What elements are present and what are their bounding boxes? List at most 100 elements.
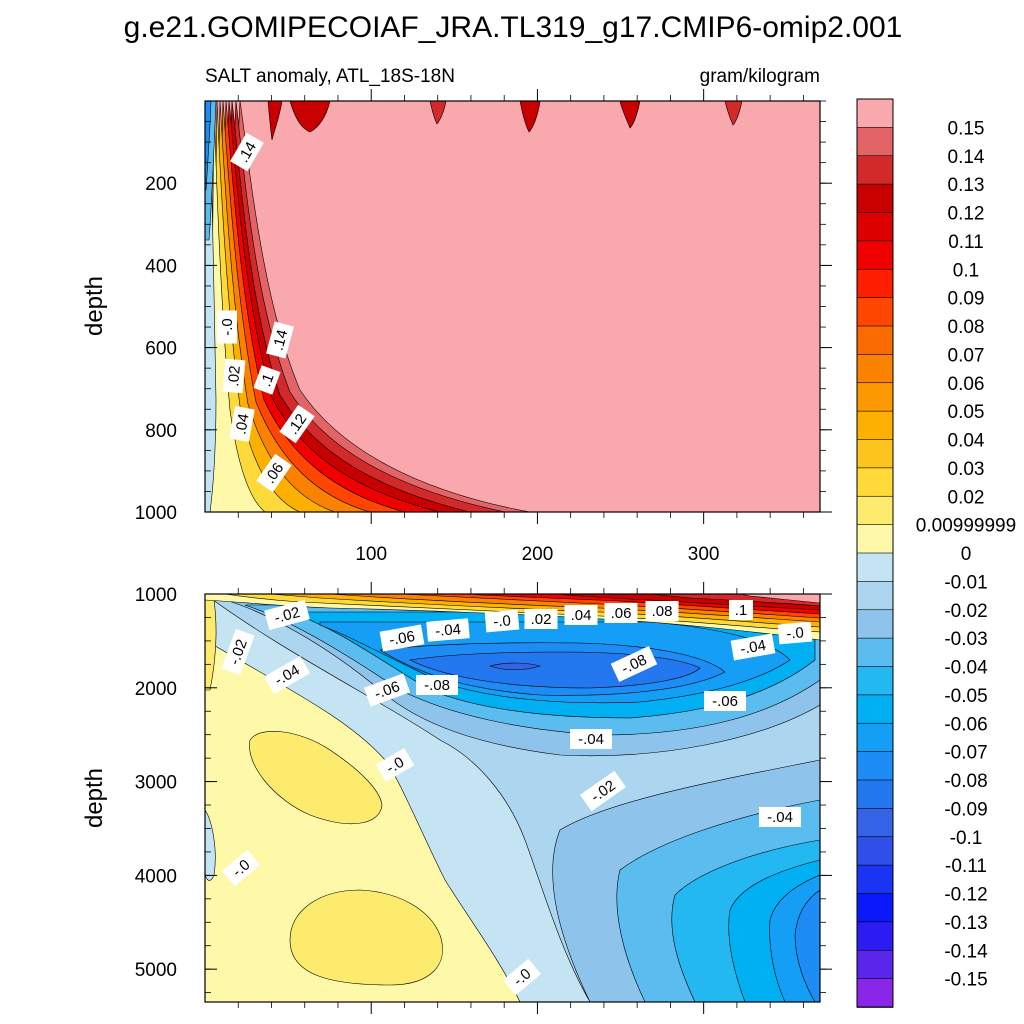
colorbar: 0.15 0.14 0.13 0.12 0.11 0.1 0.09 0.08 0.07 0.06 0… (856, 98, 1016, 1008)
contour-label-text: -.0 (383, 754, 407, 777)
colorbar-swatch (856, 98, 894, 129)
contour-label: .02 (222, 358, 246, 394)
contour-label: -.0 (217, 310, 237, 344)
colorbar-swatch (856, 751, 894, 781)
contour-label: .06 (604, 603, 638, 623)
contour-label-box (604, 603, 638, 623)
contour-label-box (221, 628, 255, 676)
colorbar-label: 0.13 (948, 175, 985, 196)
upper-streak-4 (519, 101, 541, 133)
colorbar-swatch (856, 808, 894, 838)
ytick-label: 2000 (135, 679, 177, 700)
colorbar-swatch (856, 382, 894, 412)
contour-label: -.06 (704, 691, 746, 711)
colorbar-swatch (856, 921, 894, 952)
colorbar-swatch (856, 325, 894, 356)
contour-label-box (610, 646, 658, 682)
ytick-label: 1000 (135, 503, 177, 524)
contour-label: -.06 (379, 624, 425, 652)
colorbar-swatch (856, 637, 894, 668)
contour-label-box (253, 365, 281, 395)
contour-label-text: .02 (225, 365, 244, 387)
colorbar-swatch (856, 183, 894, 214)
colorbar-label: -0.15 (944, 970, 987, 991)
contour-label: -.02 (264, 599, 310, 631)
chart-title: g.e21.GOMIPECOIAF_JRA.TL319_g17.CMIP6-om… (124, 11, 903, 44)
colorbar-label: -0.09 (944, 799, 987, 820)
colorbar-swatch (856, 524, 894, 554)
colorbar-label: 0.14 (948, 147, 985, 168)
colorbar-swatch (856, 268, 894, 299)
colorbar-swatch (856, 666, 894, 696)
contour-label: -.04 (730, 633, 776, 661)
colorbar-label: -0.08 (944, 771, 987, 792)
colorbar-label: -0.13 (944, 913, 987, 934)
colorbar-frame (856, 98, 894, 1008)
colorbar-swatch (856, 836, 894, 866)
contour-label-box (266, 321, 294, 359)
lower-left-strip (205, 599, 217, 691)
contour-label: .1 (729, 600, 753, 620)
colorbar-swatch (856, 467, 894, 498)
colorbar-label: -0.04 (944, 658, 988, 679)
colorbar-swatch (856, 949, 894, 980)
colorbar-label: 0.05 (948, 402, 985, 423)
colorbar-swatch (856, 495, 894, 526)
contour-label-box (217, 310, 237, 344)
contour-label-box (279, 404, 315, 444)
upper-band-013 (215, 101, 471, 512)
colorbar-swatch (856, 552, 894, 583)
colorbar-label: -0.05 (944, 686, 987, 707)
colorbar-label: 0.07 (948, 345, 985, 366)
colorbar-swatch (856, 410, 894, 441)
lower-band-pos002-upper (249, 730, 383, 825)
colorbar-label: 0.03 (948, 459, 985, 480)
colorbar-label: -0.02 (944, 601, 987, 622)
contour-label-text: .14 (270, 328, 292, 353)
contour-label: -.0 (484, 609, 520, 633)
contour-label-box (704, 691, 746, 711)
colorbar-swatch (856, 439, 894, 469)
contour-label-box (256, 453, 292, 493)
contour-label-box (230, 132, 264, 172)
contour-label-box (416, 675, 458, 695)
ytick-label: 3000 (135, 773, 177, 794)
contour-label-box (729, 600, 753, 620)
xtick-label: 200 (522, 544, 554, 565)
colorbar-swatch (856, 155, 894, 185)
colorbar-swatch (856, 240, 894, 271)
contour-label-box (645, 601, 679, 621)
colorbar-label: -0.03 (944, 629, 987, 650)
contour-label-text: -.0 (219, 318, 236, 336)
contour-label-text: .04 (571, 607, 592, 624)
contour-label-text: -.06 (712, 693, 738, 710)
colorbar-swatch (856, 581, 894, 611)
colorbar-swatch (856, 779, 894, 810)
upper-streak-5 (619, 101, 641, 129)
contour-label-box (222, 358, 246, 394)
ytick-label: 4000 (135, 866, 177, 887)
contour-label-box (580, 770, 626, 812)
contour-label-box (484, 609, 520, 633)
contour-label-box (777, 621, 813, 645)
ytick-label: 200 (145, 174, 177, 195)
upper-streak-3 (429, 101, 447, 125)
contour-label-box (524, 609, 558, 629)
colorbar-label: -0.14 (944, 941, 988, 962)
colorbar-label: -0.12 (944, 885, 987, 906)
colorbar-label: 0.04 (948, 431, 985, 452)
contour-label: .08 (645, 601, 679, 621)
contour-label-text: -.04 (578, 731, 604, 748)
upper-band-009 (213, 101, 406, 512)
contour-label-text: .1 (257, 371, 277, 389)
lower-band-neg008 (794, 889, 820, 1002)
contour-label: .14 (266, 321, 294, 359)
colorbar-label: -0.07 (944, 743, 987, 764)
ytick-label: 800 (145, 421, 177, 442)
upper-band-011 (214, 101, 441, 512)
contour-label-text: .06 (611, 605, 632, 622)
xtick-label: 100 (355, 544, 387, 565)
contour-label: -.08 (416, 675, 458, 695)
ytick-label: 400 (145, 256, 177, 277)
contour-label-text: -.04 (434, 621, 461, 640)
